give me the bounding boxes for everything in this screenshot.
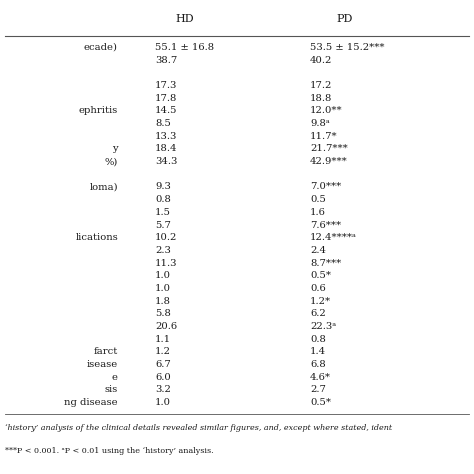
Text: 40.2: 40.2 <box>310 55 332 64</box>
Text: 5.8: 5.8 <box>155 310 171 319</box>
Text: ecade): ecade) <box>84 43 118 52</box>
Text: 6.8: 6.8 <box>310 360 326 369</box>
Text: 1.2: 1.2 <box>155 347 171 356</box>
Text: 6.7: 6.7 <box>155 360 171 369</box>
Text: 18.8: 18.8 <box>310 93 332 102</box>
Text: 0.5*: 0.5* <box>310 271 331 280</box>
Text: 53.5 ± 15.2***: 53.5 ± 15.2*** <box>310 43 384 52</box>
Text: ng disease: ng disease <box>64 398 118 407</box>
Text: 14.5: 14.5 <box>155 106 177 115</box>
Text: 9.8ᵃ: 9.8ᵃ <box>310 119 330 128</box>
Text: 2.7: 2.7 <box>310 385 326 394</box>
Text: 12.0**: 12.0** <box>310 106 343 115</box>
Text: 18.4: 18.4 <box>155 145 177 154</box>
Text: 1.0: 1.0 <box>155 398 171 407</box>
Text: loma): loma) <box>90 182 118 191</box>
Text: 1.6: 1.6 <box>310 208 326 217</box>
Text: ephritis: ephritis <box>79 106 118 115</box>
Text: ***P < 0.001. ᵃP < 0.01 using the ‘history’ analysis.: ***P < 0.001. ᵃP < 0.01 using the ‘histo… <box>5 447 214 455</box>
Text: 2.4: 2.4 <box>310 246 326 255</box>
Text: 1.0: 1.0 <box>155 284 171 293</box>
Text: sis: sis <box>105 385 118 394</box>
Text: y: y <box>112 145 118 154</box>
Text: 2.3: 2.3 <box>155 246 171 255</box>
Text: 8.7***: 8.7*** <box>310 259 341 267</box>
Text: 10.2: 10.2 <box>155 233 177 242</box>
Text: 7.0***: 7.0*** <box>310 182 341 191</box>
Text: 20.6: 20.6 <box>155 322 177 331</box>
Text: 11.3: 11.3 <box>155 259 177 267</box>
Text: 3.2: 3.2 <box>155 385 171 394</box>
Text: 1.2*: 1.2* <box>310 297 331 306</box>
Text: 1.1: 1.1 <box>155 335 171 344</box>
Text: 0.8: 0.8 <box>310 335 326 344</box>
Text: 22.3ᵃ: 22.3ᵃ <box>310 322 336 331</box>
Text: 42.9***: 42.9*** <box>310 157 348 166</box>
Text: 12.4****ᵃ: 12.4****ᵃ <box>310 233 357 242</box>
Text: 6.2: 6.2 <box>310 310 326 319</box>
Text: 0.8: 0.8 <box>155 195 171 204</box>
Text: 6.0: 6.0 <box>155 373 171 382</box>
Text: 55.1 ± 16.8: 55.1 ± 16.8 <box>155 43 214 52</box>
Text: farct: farct <box>94 347 118 356</box>
Text: 1.4: 1.4 <box>310 347 326 356</box>
Text: 0.5*: 0.5* <box>310 398 331 407</box>
Text: 0.5: 0.5 <box>310 195 326 204</box>
Text: 38.7: 38.7 <box>155 55 177 64</box>
Text: 13.3: 13.3 <box>155 132 177 141</box>
Text: HD: HD <box>176 14 194 24</box>
Text: 1.8: 1.8 <box>155 297 171 306</box>
Text: 17.3: 17.3 <box>155 81 177 90</box>
Text: 7.6***: 7.6*** <box>310 220 341 229</box>
Text: 5.7: 5.7 <box>155 220 171 229</box>
Text: 17.8: 17.8 <box>155 93 177 102</box>
Text: 0.6: 0.6 <box>310 284 326 293</box>
Text: 11.7*: 11.7* <box>310 132 337 141</box>
Text: 17.2: 17.2 <box>310 81 332 90</box>
Text: ‘history’ analysis of the clinical details revealed similar figures, and, except: ‘history’ analysis of the clinical detai… <box>5 424 392 432</box>
Text: isease: isease <box>87 360 118 369</box>
Text: 4.6*: 4.6* <box>310 373 331 382</box>
Text: 9.3: 9.3 <box>155 182 171 191</box>
Text: 8.5: 8.5 <box>155 119 171 128</box>
Text: e: e <box>112 373 118 382</box>
Text: %): %) <box>105 157 118 166</box>
Text: 1.0: 1.0 <box>155 271 171 280</box>
Text: 34.3: 34.3 <box>155 157 177 166</box>
Text: PD: PD <box>337 14 353 24</box>
Text: 21.7***: 21.7*** <box>310 145 348 154</box>
Text: lications: lications <box>75 233 118 242</box>
Text: 1.5: 1.5 <box>155 208 171 217</box>
